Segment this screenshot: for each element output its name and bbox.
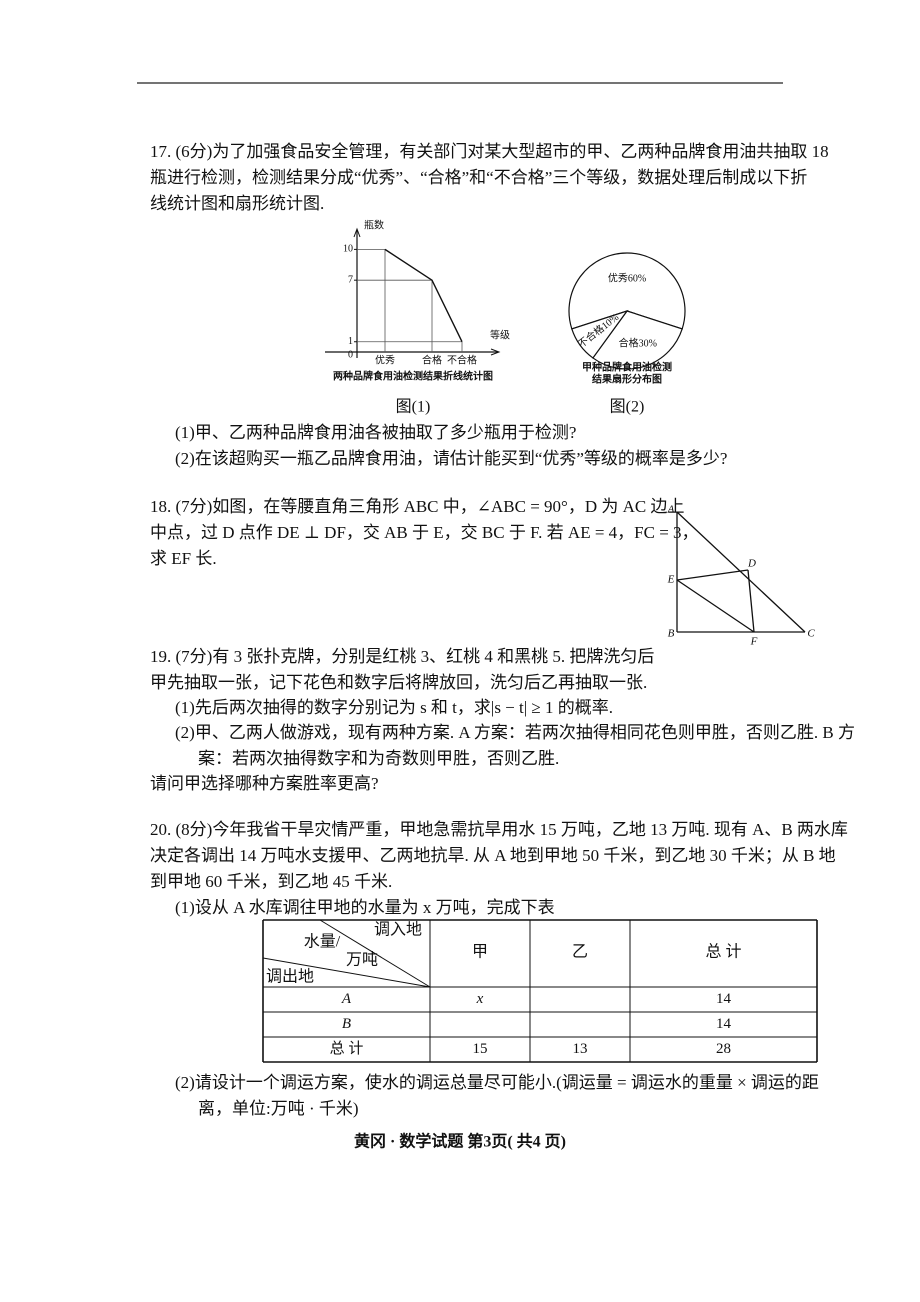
question-line: 案：若两次抽得数字和为奇数则甲胜，否则乙胜. bbox=[198, 749, 560, 768]
question-line: 求 EF 长. bbox=[150, 549, 217, 568]
table-cell: A bbox=[341, 991, 352, 1007]
pie-label: 合格30% bbox=[619, 336, 657, 349]
question-line: (2)请设计一个调运方案，使水的调运总量尽可能小.(调运量 = 调运水的重量 ×… bbox=[175, 1073, 819, 1092]
tick-label: 0 bbox=[348, 349, 353, 360]
table-corner: 万吨 bbox=[346, 951, 378, 969]
axis-label: 等级 bbox=[490, 328, 510, 341]
point-label: B bbox=[668, 628, 675, 640]
category-label: 不合格 bbox=[447, 353, 477, 366]
figure-edge bbox=[676, 579, 755, 633]
question-line: (2)在该超购买一瓶乙品牌食用油，请估计能买到“优秀”等级的概率是多少? bbox=[175, 449, 728, 468]
table-cell: 总 计 bbox=[330, 1040, 364, 1057]
figure-caption: 两种品牌食用油检测结果折线统计图 bbox=[333, 369, 493, 382]
question-line: 20. (8分)今年我省干旱灾情严重，甲地急需抗旱用水 15 万吨，乙地 13 … bbox=[150, 820, 848, 839]
tick-label: 7 bbox=[348, 274, 353, 285]
pie-slice bbox=[568, 252, 686, 330]
figure-edge bbox=[676, 511, 806, 633]
table-cell: 14 bbox=[716, 1016, 732, 1032]
tick-label: 1 bbox=[348, 336, 353, 347]
figure-edge bbox=[676, 569, 749, 581]
axis-arrow bbox=[490, 348, 501, 356]
category-label: 合格 bbox=[422, 353, 442, 366]
question-line: 中点，过 D 点作 DE ⊥ DF，交 AB 于 E，交 BC 于 F. 若 A… bbox=[150, 523, 699, 542]
table-diagonal bbox=[319, 919, 431, 988]
pie-slice bbox=[592, 310, 683, 370]
question-line: 线统计图和扇形统计图. bbox=[150, 194, 325, 213]
question-line: 离，单位:万吨 · 千米) bbox=[198, 1099, 359, 1118]
figure-caption: 甲种品牌食用油检测 bbox=[582, 360, 672, 373]
question-line: 19. (7分)有 3 张扑克牌，分别是红桃 3、红桃 4 和黑桃 5. 把牌洗… bbox=[150, 647, 655, 666]
table-corner: 调出地 bbox=[266, 968, 314, 986]
question-line: 请问甲选择哪种方案胜率更高? bbox=[150, 774, 379, 793]
question-line: (1)设从 A 水库调往甲地的水量为 x 万吨，完成下表 bbox=[175, 898, 555, 917]
table-header: 总 计 bbox=[705, 943, 741, 961]
point-label: D bbox=[747, 558, 756, 570]
category-label: 优秀 bbox=[375, 353, 395, 366]
question-line: 18. (7分)如图，在等腰直角三角形 ABC 中，∠ABC = 90°，D 为… bbox=[150, 497, 685, 516]
pie-slice bbox=[571, 309, 629, 359]
table-cell: B bbox=[342, 1016, 351, 1032]
table-cell: 15 bbox=[473, 1041, 488, 1057]
point-label: C bbox=[807, 628, 815, 640]
figure-edge bbox=[747, 569, 755, 633]
question-line: (2)甲、乙两人做游戏，现有两种方案. A 方案：若两次抽得相同花色则甲胜，否则… bbox=[175, 723, 855, 742]
question-line: 瓶进行检测，检测结果分成“优秀”、“合格”和“不合格”三个等级，数据处理后制成以… bbox=[150, 168, 808, 187]
pie-label: 优秀60% bbox=[608, 271, 646, 284]
table-cell: 14 bbox=[716, 991, 732, 1007]
question-line: 甲先抽取一张，记下花色和数字后将牌放回，洗匀后乙再抽取一张. bbox=[150, 673, 648, 692]
point-label: A bbox=[667, 504, 675, 516]
figure-caption: 结果扇形分布图 bbox=[592, 372, 662, 385]
question-line: (1)甲、乙两种品牌食用油各被抽取了多少瓶用于检测? bbox=[175, 423, 577, 442]
figure-label: 图(1) bbox=[396, 399, 431, 416]
axis-label: 瓶数 bbox=[364, 218, 384, 231]
point-label: E bbox=[667, 574, 675, 586]
question-line: 决定各调出 14 万吨水支援甲、乙两地抗旱. 从 A 地到甲地 50 千米，到乙… bbox=[150, 846, 836, 865]
table-diagonal bbox=[262, 957, 431, 988]
tick-label: 10 bbox=[343, 244, 353, 255]
figure-label: 图(2) bbox=[610, 399, 645, 416]
data-line bbox=[384, 248, 463, 343]
question-line: (1)先后两次抽得的数字分别记为 s 和 t，求|s − t| ≥ 1 的概率. bbox=[175, 698, 613, 717]
table-cell: 13 bbox=[573, 1041, 588, 1057]
question-line: 17. (6分)为了加强食品安全管理，有关部门对某大型超市的甲、乙两种品牌食用油… bbox=[150, 142, 829, 161]
table-header: 甲 bbox=[472, 944, 488, 961]
table-corner: 调入地 bbox=[374, 921, 422, 939]
page-footer: 黄冈 · 数学试题 第3页( 共4 页) bbox=[354, 1132, 566, 1151]
axis-arrow bbox=[353, 227, 361, 238]
table-cell: 28 bbox=[716, 1041, 731, 1057]
question-line: 到甲地 60 千米，到乙地 45 千米. bbox=[150, 872, 393, 891]
table-corner: 水量/ bbox=[304, 933, 341, 951]
point-label: F bbox=[750, 636, 758, 648]
table-header: 乙 bbox=[572, 944, 588, 961]
table-cell: x bbox=[476, 991, 484, 1007]
